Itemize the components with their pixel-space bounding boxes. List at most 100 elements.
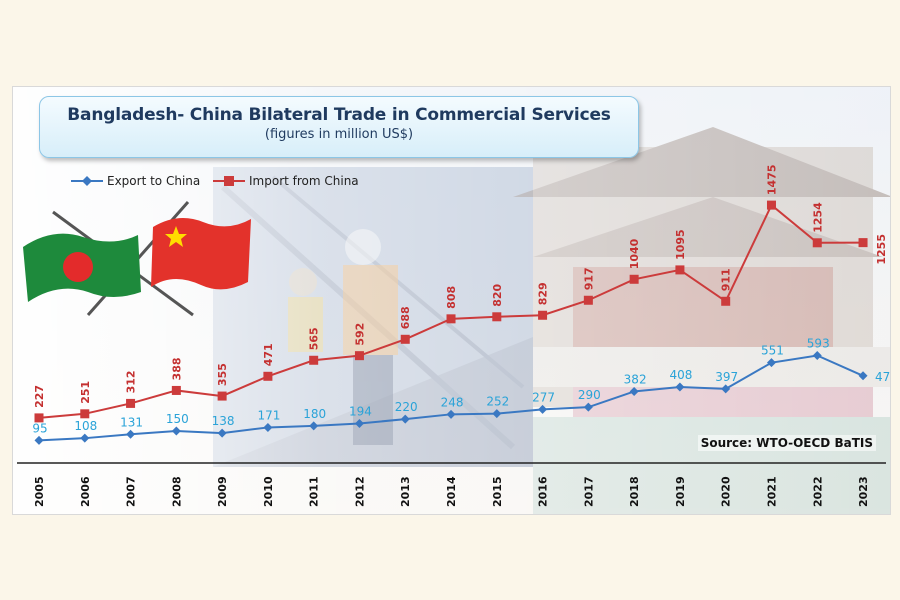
legend-label-export: Export to China — [107, 174, 201, 188]
export-data-label: 382 — [624, 372, 647, 386]
import-point — [492, 312, 502, 322]
export-point — [812, 350, 822, 360]
x-tick-label: 2014 — [445, 476, 458, 507]
export-point — [263, 422, 273, 432]
export-data-label: 180 — [303, 407, 326, 421]
export-data-label: 194 — [349, 405, 372, 419]
export-data-label: 95 — [32, 421, 47, 435]
export-point — [538, 404, 548, 414]
x-tick-label: 2019 — [674, 476, 687, 507]
import-data-label: 1475 — [765, 164, 778, 195]
x-tick-label: 2022 — [811, 476, 824, 507]
x-tick-label: 2009 — [216, 476, 229, 507]
export-point — [171, 426, 181, 436]
import-point — [309, 355, 319, 365]
import-point — [34, 413, 44, 423]
import-data-label: 471 — [262, 343, 275, 366]
x-tick-label: 2013 — [399, 476, 412, 507]
export-point — [492, 409, 502, 419]
export-data-label: 551 — [761, 344, 784, 358]
export-point — [354, 419, 364, 429]
x-tick-label: 2006 — [79, 476, 92, 507]
import-data-label: 251 — [79, 381, 92, 404]
export-point — [34, 435, 44, 445]
bangladesh-flag-disc — [63, 252, 93, 282]
chart-subtitle: (figures in million US$) — [264, 127, 414, 142]
export-data-label: 131 — [120, 415, 143, 429]
import-data-label: 688 — [399, 306, 412, 329]
export-point — [126, 429, 136, 439]
import-data-label: 820 — [491, 283, 504, 306]
import-point — [538, 310, 548, 320]
export-data-label: 220 — [395, 400, 418, 414]
x-tick-label: 2021 — [765, 476, 778, 507]
chart-title: Bangladesh- China Bilateral Trade in Com… — [67, 105, 611, 125]
import-data-label: 1095 — [674, 229, 687, 260]
x-tick-label: 2023 — [857, 476, 870, 507]
export-data-label: 138 — [212, 414, 235, 428]
x-tick-label: 2017 — [582, 476, 595, 507]
line-chart: 2005 2006 2007 2008 2009 2010 2011 2012 2013 2014… — [17, 164, 890, 507]
import-data-label: 829 — [537, 282, 550, 305]
export-data-label: 150 — [166, 412, 189, 426]
import-data-label: 808 — [445, 286, 458, 309]
x-tick-label: 2005 — [33, 476, 46, 507]
x-tick-label: 2020 — [720, 476, 733, 507]
import-data-label: 911 — [720, 268, 733, 291]
export-data-label: 593 — [807, 336, 830, 350]
export-point — [766, 358, 776, 368]
x-tick-label: 2008 — [170, 476, 183, 507]
export-data-label: 248 — [441, 395, 464, 409]
import-point — [721, 296, 731, 306]
export-data-label: 108 — [74, 419, 97, 433]
import-point — [126, 398, 136, 408]
import-legend-marker — [213, 176, 245, 186]
import-point — [446, 314, 456, 324]
china-flag-star — [165, 226, 187, 247]
export-point — [400, 414, 410, 424]
export-point — [309, 421, 319, 431]
import-data-label: 312 — [125, 370, 138, 393]
legend-item-export: Export to China — [71, 172, 200, 190]
import-point — [354, 351, 364, 361]
x-tick-label: 2010 — [262, 476, 275, 507]
export-legend-marker — [71, 176, 103, 186]
import-data-label: 917 — [582, 267, 595, 290]
export-point — [80, 433, 90, 443]
import-data-label: 1040 — [628, 238, 641, 269]
import-point — [400, 334, 410, 344]
import-data-label: 1255 — [875, 234, 888, 265]
import-point — [171, 385, 181, 395]
export-data-label: 408 — [669, 368, 692, 382]
import-data-label: 227 — [33, 385, 46, 408]
import-point — [629, 274, 639, 284]
import-point — [217, 391, 227, 401]
export-point — [858, 371, 868, 381]
title-box: Bangladesh- China Bilateral Trade in Com… — [39, 96, 639, 158]
export-point — [721, 384, 731, 394]
export-point — [629, 386, 639, 396]
x-tick-label: 2018 — [628, 476, 641, 507]
import-series-line — [38, 203, 864, 419]
import-data-label: 355 — [216, 363, 229, 386]
import-data-label: 388 — [170, 357, 183, 380]
x-tick-label: 2012 — [353, 476, 366, 507]
export-point — [217, 428, 227, 438]
export-data-label: 290 — [578, 388, 601, 402]
export-data-label: 252 — [486, 395, 509, 409]
import-data-label: 1254 — [811, 202, 824, 233]
import-point — [766, 200, 776, 210]
export-point — [583, 402, 593, 412]
import-data-label: 592 — [353, 323, 366, 346]
import-point — [812, 238, 822, 248]
legend-label-import: Import from China — [249, 174, 359, 188]
chart-frame: Bangladesh- China Bilateral Trade in Com… — [12, 86, 891, 515]
export-data-label: 277 — [532, 390, 555, 404]
export-data-label: 397 — [715, 370, 738, 384]
export-point — [446, 409, 456, 419]
background-scene — [13, 87, 890, 514]
source-note: Source: WTO-OECD BaTIS — [697, 435, 876, 451]
import-point — [263, 371, 273, 381]
import-point — [675, 265, 685, 275]
legend-item-import: Import from China — [213, 172, 359, 190]
